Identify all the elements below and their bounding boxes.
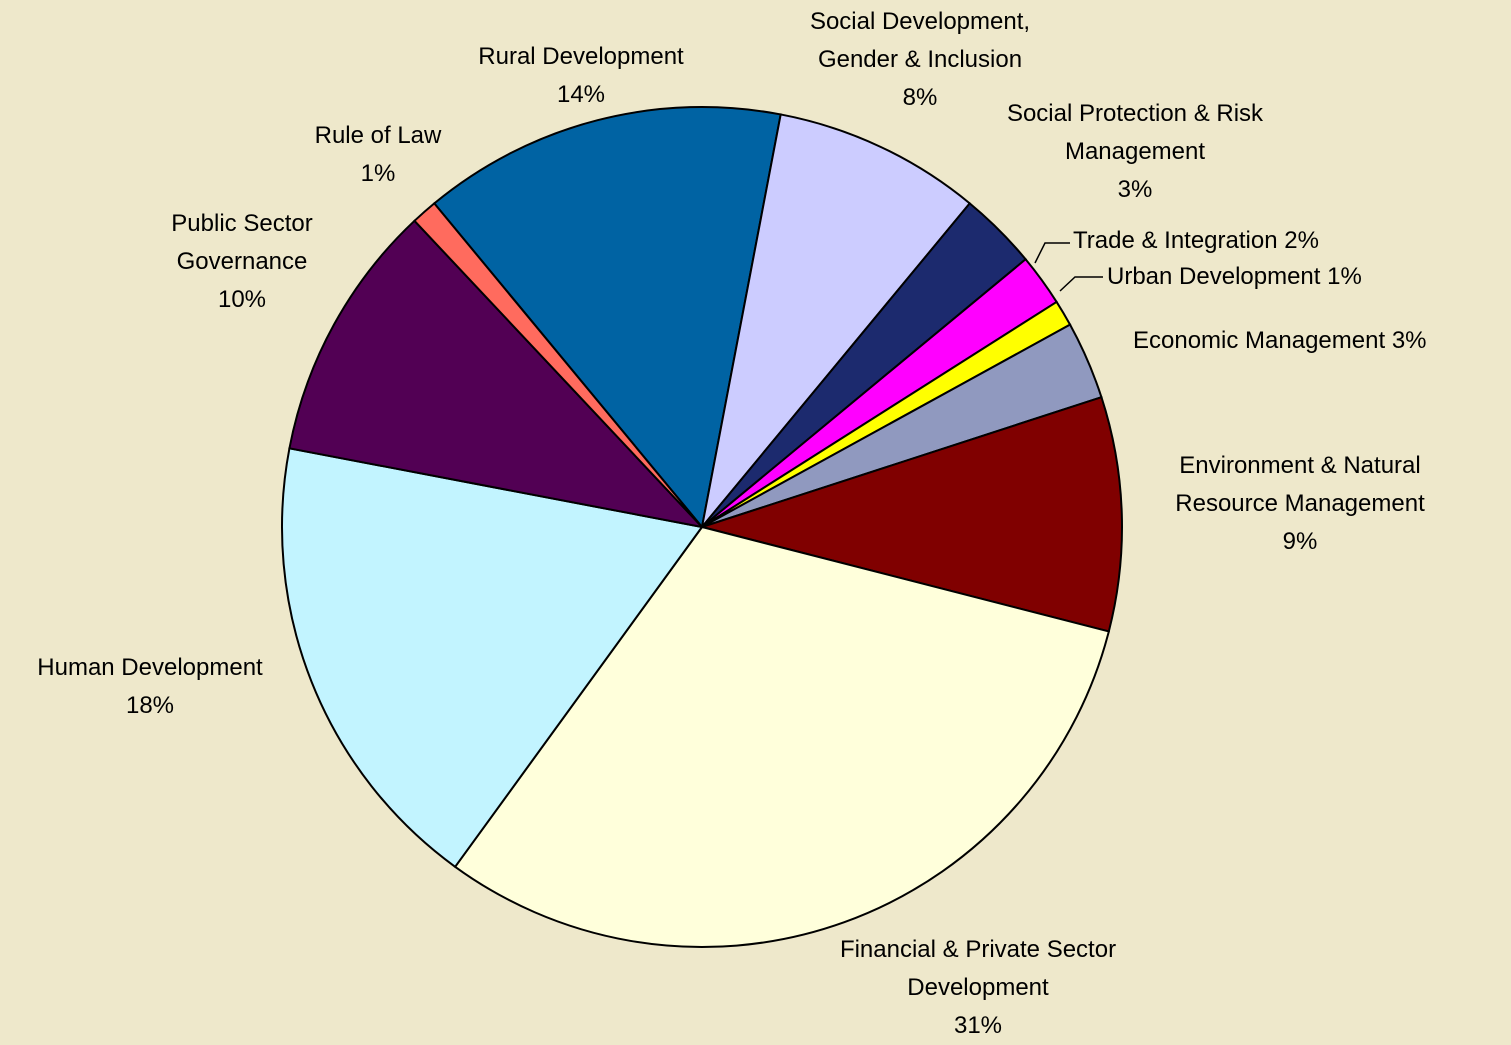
value-label: 14% [556,81,606,108]
slice-label: Public Sector Governance 10% [142,205,342,319]
pie-slice [701,113,972,528]
category-name: Financial & Private Sector Development [839,936,1117,1001]
value-label: 3% [1391,327,1427,354]
value-label: 1% [1327,263,1362,290]
category-name: Social Development, Gender & Inclusion [809,8,1031,73]
value-label: 31% [953,1012,1003,1039]
value-label: 8% [902,84,938,111]
category-name: Rule of Law [314,122,442,149]
pie-slice [288,219,705,529]
value-label: 1% [360,160,396,187]
pie-slice [432,106,782,530]
slice-label: Economic Management 3% [1133,322,1427,360]
category-name: Urban Development [1107,263,1321,290]
value-label: 9% [1282,528,1318,555]
category-name: Social Protection & Risk Management [1006,100,1264,165]
slice-label: Rule of Law 1% [298,117,458,193]
slice-label: Social Protection & Risk Management 3% [995,95,1275,209]
category-name: Human Development [37,654,263,681]
category-name: Rural Development [478,43,684,70]
slice-label: Social Development, Gender & Inclusion 8% [780,3,1060,117]
category-name: Environment & Natural Resource Managemen… [1175,452,1425,517]
leader-line [1034,242,1070,264]
category-name: Trade & Integration [1073,227,1278,254]
slice-label: Urban Development 1% [1107,258,1362,296]
leader-line [1059,276,1103,292]
category-name: Economic Management [1133,327,1386,354]
category-name: Public Sector Governance [171,210,313,275]
slice-label: Environment & Natural Resource Managemen… [1140,447,1460,561]
value-label: 2% [1284,227,1319,254]
pie-slice [281,447,704,869]
slice-label: Rural Development 14% [431,38,731,114]
pie-slice [453,525,1111,948]
slice-label: Trade & Integration 2% [1073,222,1319,260]
pie-slice [698,395,1123,633]
slice-label: Financial & Private Sector Development 31… [838,931,1118,1045]
pie-slice [413,201,703,528]
value-label: 10% [217,286,267,313]
slice-label: Human Development 18% [0,649,300,725]
value-label: 3% [1117,176,1153,203]
value-label: 18% [125,692,175,719]
